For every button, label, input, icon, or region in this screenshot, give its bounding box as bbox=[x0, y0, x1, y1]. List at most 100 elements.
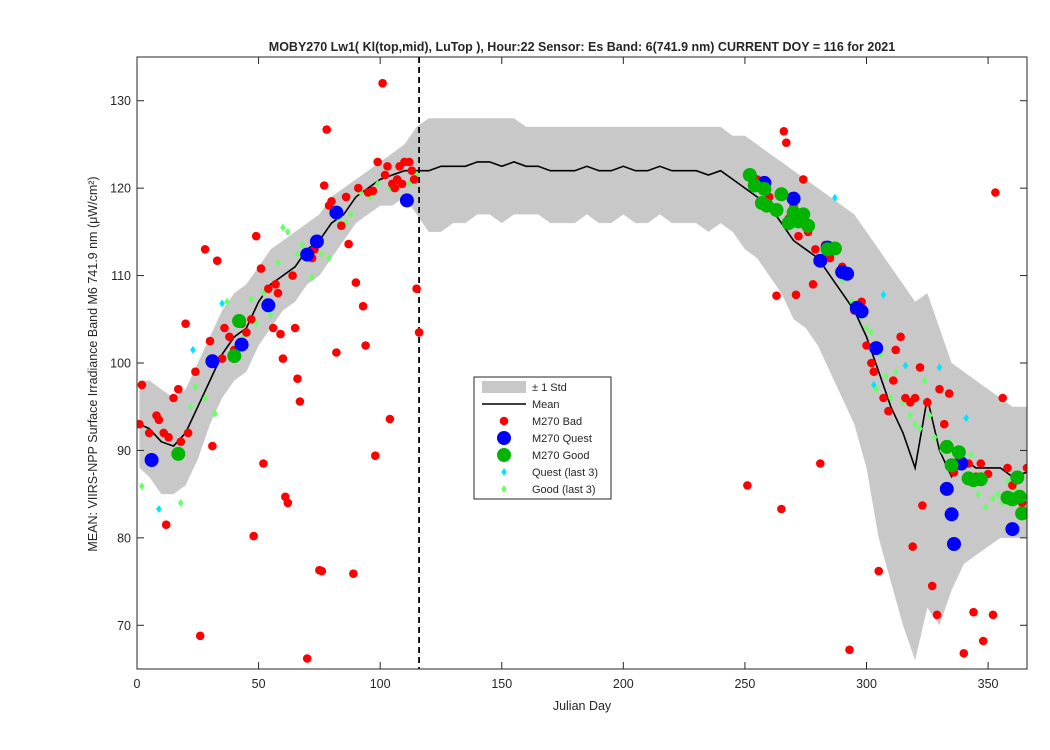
bad-marker bbox=[373, 157, 383, 167]
bad-marker bbox=[137, 380, 147, 390]
good-marker bbox=[742, 168, 757, 182]
good-last3-marker bbox=[202, 393, 208, 402]
good-last3-marker bbox=[187, 402, 194, 411]
bad-marker bbox=[161, 520, 171, 529]
bad-marker bbox=[205, 336, 215, 346]
bad-marker bbox=[195, 631, 205, 641]
plot-area: 0 50 100 150 200 250 300 350 70 80 90 100 110 120 130 bbox=[110, 56, 1028, 691]
bad-marker bbox=[317, 566, 327, 576]
bad-marker bbox=[889, 376, 898, 385]
quest-last3-marker bbox=[219, 299, 225, 308]
quest-last3-marker bbox=[832, 193, 838, 202]
bad-marker bbox=[884, 406, 893, 416]
bad-marker bbox=[259, 459, 268, 468]
bad-marker bbox=[862, 341, 871, 350]
legend-std-swatch bbox=[482, 381, 526, 393]
bad-marker bbox=[378, 78, 387, 88]
bad-marker bbox=[978, 636, 988, 646]
bad-marker bbox=[144, 428, 154, 438]
good-last3-marker bbox=[248, 295, 255, 304]
bad-marker bbox=[169, 393, 178, 403]
bad-marker bbox=[249, 531, 258, 541]
quest-last3-marker bbox=[902, 361, 909, 370]
x-tick-label: 200 bbox=[613, 677, 634, 691]
bad-marker bbox=[874, 566, 883, 576]
bad-marker bbox=[910, 393, 920, 403]
bad-marker bbox=[407, 166, 417, 175]
bad-marker bbox=[808, 280, 818, 289]
quest-marker bbox=[261, 298, 276, 313]
bad-marker bbox=[354, 183, 363, 193]
good-last3-marker bbox=[926, 411, 933, 420]
good-last3-marker bbox=[968, 450, 974, 459]
bad-marker bbox=[998, 393, 1007, 403]
y-tick-label: 120 bbox=[110, 182, 131, 196]
bad-marker bbox=[302, 654, 312, 663]
bad-marker bbox=[208, 441, 217, 451]
good-last3-marker bbox=[267, 310, 274, 319]
good-last3-marker bbox=[253, 319, 259, 328]
bad-marker bbox=[276, 329, 285, 339]
bad-marker bbox=[273, 288, 283, 298]
bad-marker bbox=[414, 328, 424, 337]
bad-marker bbox=[290, 323, 300, 333]
good-last3-marker bbox=[319, 249, 325, 258]
good-last3-marker bbox=[284, 227, 291, 236]
x-tick-label: 50 bbox=[252, 677, 266, 691]
bad-marker bbox=[915, 363, 925, 372]
bad-marker bbox=[293, 374, 302, 384]
quest-marker bbox=[144, 453, 159, 467]
good-last3-marker bbox=[326, 254, 332, 263]
bad-marker bbox=[278, 354, 288, 363]
legend-quest-swatch bbox=[497, 431, 511, 445]
good-last3-marker bbox=[192, 382, 199, 391]
y-tick-label: 80 bbox=[117, 531, 131, 545]
bad-marker bbox=[183, 428, 193, 438]
good-last3-marker bbox=[922, 376, 928, 385]
legend-label: M270 Quest bbox=[532, 433, 592, 445]
good-last3-marker bbox=[275, 258, 281, 267]
legend-good-last3-swatch bbox=[501, 485, 507, 493]
x-tick-label: 250 bbox=[734, 677, 755, 691]
std-band bbox=[139, 118, 1027, 661]
quest-marker bbox=[840, 266, 855, 281]
bad-marker bbox=[794, 231, 803, 241]
bad-marker bbox=[154, 415, 164, 425]
good-last3-marker bbox=[139, 482, 145, 491]
quest-marker bbox=[300, 247, 315, 262]
bad-marker bbox=[137, 419, 144, 429]
quest-marker bbox=[813, 253, 828, 268]
good-last3-marker bbox=[892, 367, 899, 376]
bad-marker bbox=[405, 157, 414, 167]
bad-marker bbox=[349, 569, 358, 578]
y-tick-label: 130 bbox=[110, 94, 131, 108]
bad-marker bbox=[358, 301, 368, 311]
good-last3-marker bbox=[299, 240, 306, 249]
bad-marker bbox=[779, 127, 789, 136]
quest-marker bbox=[329, 205, 344, 220]
y-tick-label: 90 bbox=[117, 444, 131, 458]
bad-marker bbox=[264, 284, 273, 294]
bad-marker bbox=[409, 175, 419, 184]
bad-marker bbox=[743, 481, 752, 490]
bad-marker bbox=[319, 181, 329, 190]
good-last3-marker bbox=[224, 297, 230, 306]
bad-marker bbox=[891, 345, 900, 355]
bad-marker bbox=[176, 437, 186, 447]
bad-marker bbox=[923, 398, 932, 407]
bad-marker bbox=[268, 323, 278, 333]
quest-last3-marker bbox=[190, 345, 196, 354]
bad-marker bbox=[247, 315, 256, 324]
bad-marker bbox=[212, 256, 222, 266]
bad-marker bbox=[932, 610, 942, 620]
good-last3-marker bbox=[931, 433, 938, 442]
bad-marker bbox=[332, 348, 341, 357]
bad-marker bbox=[200, 245, 210, 254]
bad-marker bbox=[782, 138, 791, 147]
bad-marker bbox=[288, 271, 297, 280]
legend-label: Quest (last 3) bbox=[532, 467, 598, 479]
bad-marker bbox=[390, 183, 400, 193]
good-last3-marker bbox=[907, 411, 914, 420]
x-tick-label: 350 bbox=[978, 677, 999, 691]
good-marker bbox=[939, 439, 954, 454]
